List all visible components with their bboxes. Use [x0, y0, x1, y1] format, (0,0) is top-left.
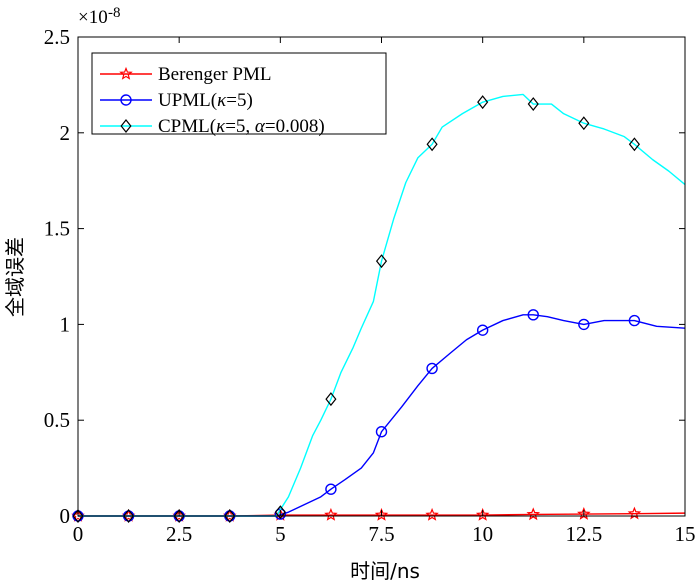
legend-box — [91, 52, 387, 135]
x-tick-label: 0 — [73, 522, 84, 546]
y-exponent-label: -8 — [108, 5, 121, 21]
data-point — [527, 97, 539, 112]
data-point — [173, 509, 185, 523]
data-point — [375, 254, 388, 269]
y-tick-label: 1 — [60, 312, 71, 336]
data-point — [628, 314, 641, 327]
y-tick-label: 2 — [60, 121, 71, 145]
data-point — [375, 425, 388, 438]
data-point — [425, 507, 439, 521]
legend-marker — [120, 94, 132, 106]
legend-item: Berenger PML — [100, 64, 271, 85]
x-tick-label: 12.5 — [565, 522, 602, 546]
data-point — [325, 392, 337, 407]
x-tick-label: 15 — [675, 522, 696, 546]
legend-label: UPML(κ=5) — [158, 90, 253, 111]
y-tick-label: 0.5 — [44, 408, 70, 432]
y-tick-label: 1.5 — [44, 217, 70, 241]
data-point — [475, 507, 490, 521]
data-point — [426, 137, 438, 152]
x-tick-label: 10 — [472, 522, 493, 546]
x-tick-label: 2.5 — [166, 522, 192, 546]
data-point — [527, 309, 539, 321]
data-point — [578, 116, 590, 131]
y-axis-label: 全域误差 — [3, 237, 27, 317]
data-point — [224, 509, 236, 523]
tick-layer: 0 2.5 5 7.5 10 12.5 15 0 0.5 1 1.5 2 2.5 — [44, 25, 696, 546]
series-line — [78, 314, 686, 517]
data-point — [72, 509, 84, 523]
x-axis-label: 时间/ns — [350, 559, 420, 583]
x-tick-label: 7.5 — [368, 522, 394, 546]
data-point — [426, 362, 438, 375]
data-point — [526, 507, 541, 521]
data-point — [476, 324, 489, 336]
y-tick-label: 2.5 — [44, 25, 70, 49]
data-point — [374, 507, 389, 521]
legend: Berenger PML UPML(κ=5) CPML(κ=5, α=0.008) — [91, 52, 387, 137]
legend-item: UPML(κ=5) — [100, 90, 253, 111]
data-point — [477, 95, 489, 110]
data-point — [578, 318, 590, 331]
y-multiplier-label: ×10 — [78, 7, 108, 28]
x-tick-label: 5 — [275, 522, 286, 546]
y-tick-label: 0 — [60, 504, 71, 528]
data-point — [325, 483, 337, 495]
legend-marker — [120, 119, 132, 133]
legend-marker — [119, 66, 133, 80]
data-point — [324, 507, 338, 521]
legend-label: CPML(κ=5, α=0.008) — [158, 116, 325, 137]
series-line — [78, 93, 686, 517]
data-point — [274, 505, 286, 520]
data-point — [123, 509, 135, 523]
legend-label: Berenger PML — [158, 64, 271, 85]
series-2 — [72, 93, 686, 523]
legend-item: CPML(κ=5, α=0.008) — [100, 116, 325, 137]
data-point — [628, 137, 640, 152]
